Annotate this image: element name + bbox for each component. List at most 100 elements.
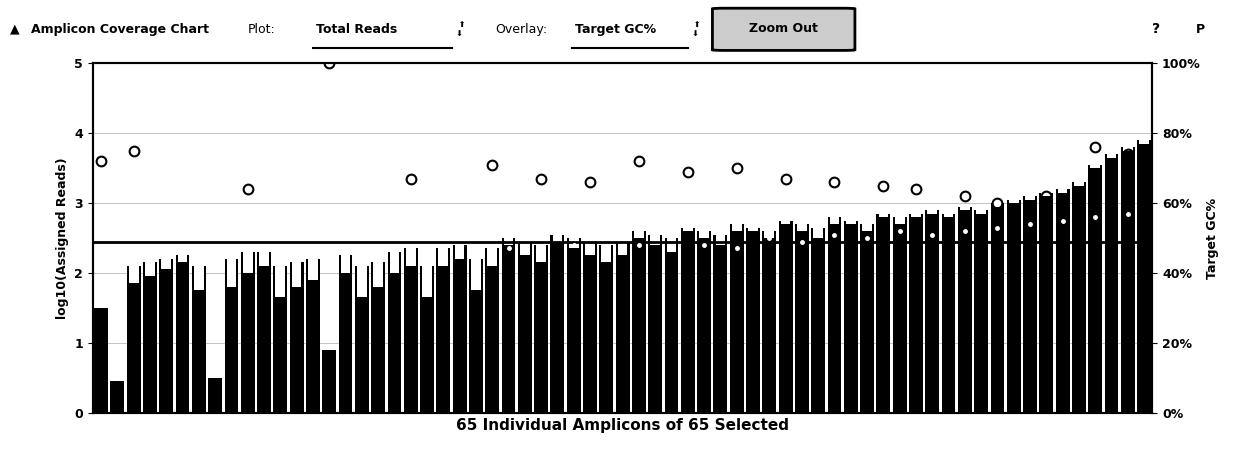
Bar xyxy=(976,210,986,213)
Bar xyxy=(436,249,450,413)
Y-axis label: Target GC%: Target GC% xyxy=(1207,197,1219,279)
Bar xyxy=(452,245,467,413)
FancyBboxPatch shape xyxy=(712,8,855,51)
Bar xyxy=(195,266,203,290)
Bar xyxy=(716,234,725,245)
Bar xyxy=(1137,140,1151,413)
Bar xyxy=(126,266,140,413)
Bar xyxy=(846,220,856,224)
Bar xyxy=(730,224,743,413)
Bar xyxy=(714,234,727,413)
Bar xyxy=(1106,154,1116,158)
Bar xyxy=(893,217,907,413)
Text: Overlay:: Overlay: xyxy=(496,23,548,36)
Bar xyxy=(1072,182,1085,413)
Bar xyxy=(274,266,287,413)
Bar xyxy=(926,210,939,413)
Bar xyxy=(634,231,644,238)
Bar xyxy=(699,231,709,238)
Bar xyxy=(960,206,970,210)
Bar xyxy=(338,256,352,413)
Bar xyxy=(830,217,839,224)
Bar xyxy=(177,256,187,263)
Bar xyxy=(373,263,383,287)
Bar xyxy=(502,238,515,413)
Bar xyxy=(942,213,955,413)
Bar xyxy=(1040,193,1053,413)
Bar xyxy=(422,266,432,297)
Bar xyxy=(357,266,367,297)
Bar xyxy=(1140,140,1149,144)
Text: Target GC%: Target GC% xyxy=(575,23,655,36)
Bar xyxy=(944,213,953,217)
Bar xyxy=(142,263,157,413)
Bar xyxy=(990,203,1005,413)
Bar xyxy=(471,259,481,290)
Bar xyxy=(372,263,385,413)
Bar xyxy=(795,224,809,413)
Bar xyxy=(911,213,921,217)
Bar xyxy=(306,259,320,413)
Bar xyxy=(354,266,369,413)
Bar xyxy=(1042,193,1051,196)
Bar xyxy=(797,224,807,231)
Bar xyxy=(1123,147,1132,151)
Bar xyxy=(1007,200,1021,413)
Bar xyxy=(974,210,987,413)
Bar xyxy=(650,234,660,245)
Bar xyxy=(667,238,676,252)
Bar xyxy=(520,242,529,256)
Bar xyxy=(616,242,629,413)
Bar xyxy=(1058,189,1068,193)
Bar xyxy=(1009,200,1018,203)
Bar xyxy=(812,227,825,413)
Bar xyxy=(388,252,401,413)
Bar xyxy=(406,249,415,266)
Bar xyxy=(992,203,1002,206)
Bar xyxy=(1090,165,1100,168)
Bar xyxy=(240,252,255,413)
Bar xyxy=(550,234,564,413)
Bar xyxy=(1105,154,1119,413)
Bar xyxy=(781,220,790,224)
Bar xyxy=(404,249,418,413)
Bar xyxy=(862,224,872,231)
Bar xyxy=(439,249,449,266)
Bar xyxy=(389,252,399,273)
Bar xyxy=(764,231,774,238)
Bar xyxy=(601,245,611,263)
Bar xyxy=(698,231,711,413)
Text: Amplicon Coverage Chart: Amplicon Coverage Chart xyxy=(31,23,209,36)
Bar xyxy=(243,252,253,273)
Bar xyxy=(1121,147,1135,413)
Bar xyxy=(259,252,269,266)
Bar xyxy=(664,238,679,413)
Bar xyxy=(536,245,546,263)
Bar xyxy=(600,245,613,413)
Text: ▲: ▲ xyxy=(10,23,20,36)
Bar xyxy=(224,259,238,413)
Bar xyxy=(290,263,304,413)
Bar xyxy=(878,213,888,217)
Bar xyxy=(895,217,904,224)
Bar xyxy=(504,238,513,245)
Text: ?: ? xyxy=(1152,23,1161,36)
Bar xyxy=(762,231,776,413)
Bar xyxy=(958,206,971,413)
Bar xyxy=(420,266,434,413)
Bar xyxy=(227,259,237,287)
Bar xyxy=(683,227,693,231)
Bar xyxy=(1023,196,1037,413)
Y-axis label: log10(Assigned Reads): log10(Assigned Reads) xyxy=(56,157,69,319)
Bar xyxy=(553,234,563,242)
Bar xyxy=(569,238,579,249)
Bar xyxy=(487,249,497,266)
Bar xyxy=(844,220,857,413)
Text: ⬆
⬇: ⬆ ⬇ xyxy=(456,20,466,39)
Bar xyxy=(455,245,465,259)
Bar xyxy=(748,227,758,231)
Bar xyxy=(486,249,499,413)
Text: P: P xyxy=(1196,23,1204,36)
X-axis label: 65 Individual Amplicons of 65 Selected: 65 Individual Amplicons of 65 Selected xyxy=(456,418,789,433)
Bar xyxy=(618,242,627,256)
